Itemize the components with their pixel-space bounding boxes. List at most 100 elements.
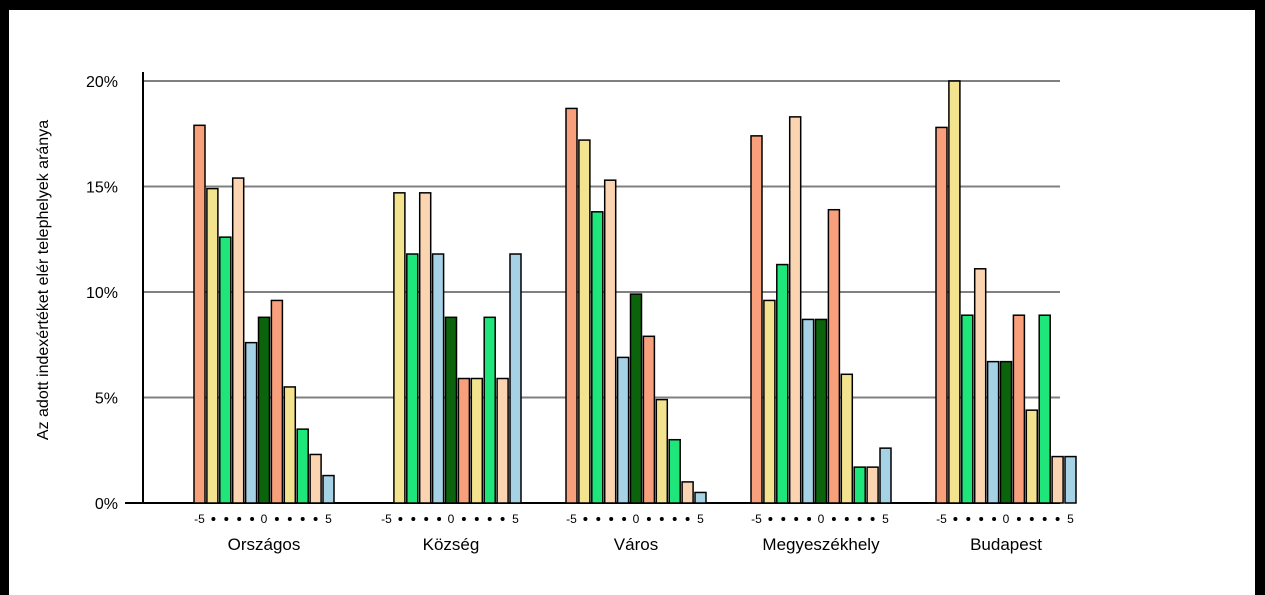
x-tick-label: 5	[512, 512, 519, 526]
x-tick-dot	[857, 517, 862, 521]
y-tick-label: 10%	[86, 285, 118, 302]
x-tick-dot	[768, 517, 773, 521]
bar	[578, 139, 591, 504]
bar	[591, 211, 604, 504]
bar	[681, 481, 694, 504]
x-tick-dot	[794, 517, 799, 521]
y-tick-label: 20%	[86, 74, 118, 91]
bar	[776, 263, 789, 504]
x-tick-dot	[953, 517, 958, 521]
bar	[603, 179, 617, 504]
x-tick-dot	[979, 517, 984, 521]
bar	[973, 268, 987, 504]
x-tick-dot	[250, 517, 255, 521]
bar	[629, 293, 643, 504]
bar	[483, 316, 496, 504]
bar	[219, 236, 232, 504]
x-tick-label: 0	[261, 512, 268, 526]
x-tick-dot	[596, 517, 601, 521]
x-tick-dot	[287, 517, 292, 521]
bar	[1038, 314, 1051, 504]
bar	[866, 466, 879, 504]
bar	[231, 177, 245, 504]
bar	[616, 356, 630, 504]
bar	[457, 377, 471, 504]
bar	[763, 299, 776, 504]
x-tick-dot	[672, 517, 677, 521]
x-tick-label: 5	[882, 512, 889, 526]
bar	[788, 116, 802, 504]
bar	[668, 438, 681, 504]
group-label: Város	[614, 535, 658, 554]
bar	[840, 373, 854, 504]
x-tick-label: -5	[751, 512, 762, 526]
x-tick-dot	[659, 517, 664, 521]
bar	[814, 318, 828, 504]
x-tick-label: 0	[448, 512, 455, 526]
x-tick-dot	[274, 517, 279, 521]
y-tick-label: 5%	[95, 391, 118, 408]
bar	[1051, 455, 1064, 504]
x-tick-dot	[300, 517, 305, 521]
bar	[470, 377, 484, 504]
x-tick-dot	[224, 517, 229, 521]
x-tick-label: 5	[697, 512, 704, 526]
x-tick-label: 5	[1067, 512, 1074, 526]
bar	[986, 360, 1000, 504]
bar	[496, 377, 509, 504]
bar	[961, 314, 974, 504]
x-tick-dot	[237, 517, 242, 521]
x-tick-dot	[411, 517, 416, 521]
bar	[206, 187, 219, 504]
x-tick-label: 5	[325, 512, 332, 526]
bar	[431, 253, 445, 504]
x-tick-dot	[1055, 517, 1060, 521]
x-tick-dot	[1016, 517, 1021, 521]
y-axis-ticks: 0% 5% 10% 15% 20%	[86, 74, 118, 513]
x-tick-label: 0	[633, 512, 640, 526]
bar	[935, 126, 948, 504]
bar	[1025, 409, 1039, 504]
bar	[418, 192, 432, 504]
x-tick-dot	[685, 517, 690, 521]
bar	[509, 253, 522, 504]
bar	[853, 466, 866, 504]
group-label: Országos	[228, 535, 301, 554]
x-tick-dot	[646, 517, 651, 521]
bar	[322, 474, 335, 504]
x-tick-label: 0	[818, 512, 825, 526]
bar	[827, 208, 841, 504]
x-tick-dot	[424, 517, 429, 521]
bar	[879, 447, 892, 504]
bar	[270, 299, 284, 504]
bar	[1064, 455, 1077, 504]
x-tick-dot	[1042, 517, 1047, 521]
x-tick-dot	[211, 517, 216, 521]
bar	[309, 453, 322, 504]
bar	[296, 428, 309, 504]
bar	[406, 253, 419, 504]
x-tick-dot	[992, 517, 997, 521]
bar	[655, 398, 669, 504]
bar	[565, 107, 578, 504]
y-axis-label: Az adott indexértéket elér telephelyek a…	[35, 120, 52, 440]
x-tick-label: -5	[194, 512, 205, 526]
bar	[393, 192, 406, 504]
x-tick-dot	[437, 517, 442, 521]
bar	[948, 80, 961, 504]
x-tick-label: -5	[936, 512, 947, 526]
group-label: Megyeszékhely	[762, 535, 880, 554]
x-tick-dot	[500, 517, 505, 521]
x-tick-dot	[398, 517, 403, 521]
x-tick-dot	[622, 517, 627, 521]
x-tick-dot	[313, 517, 318, 521]
x-tick-dot	[844, 517, 849, 521]
y-tick-label: 15%	[86, 180, 118, 197]
group-labels: Országos Község Város Megyeszékhely Budapest	[228, 535, 1043, 554]
x-tick-label: -5	[381, 512, 392, 526]
x-tick-dot	[870, 517, 875, 521]
x-tick-dot	[609, 517, 614, 521]
y-tick-label: 0%	[95, 496, 118, 513]
